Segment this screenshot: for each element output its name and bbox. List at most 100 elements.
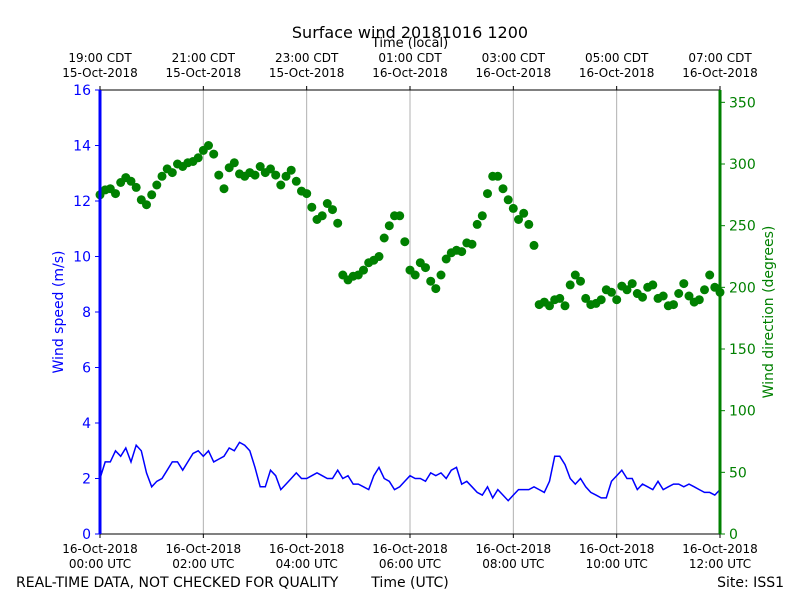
plot-area [95, 141, 725, 502]
direction-point [167, 168, 177, 178]
direction-point [209, 149, 219, 159]
bottom-tick-time: 08:00 UTC [482, 557, 544, 571]
direction-point [674, 289, 684, 298]
direction-point [700, 285, 709, 295]
direction-point [374, 252, 384, 261]
direction-point [560, 301, 570, 311]
y-right-axis-label: Wind direction (degrees) [761, 226, 777, 399]
direction-point [431, 284, 441, 294]
direction-point [193, 153, 203, 163]
y-left-tick-label: 16 [73, 83, 91, 99]
direction-point [359, 265, 368, 275]
direction-point [271, 170, 281, 180]
direction-point [147, 190, 157, 200]
top-tick-time: 23:00 CDT [275, 51, 339, 65]
bottom-axis-label: Time (UTC) [371, 575, 449, 591]
direction-point [302, 189, 312, 199]
direction-point [483, 189, 492, 199]
direction-point [157, 171, 167, 181]
top-tick-date: 16-Oct-2018 [372, 66, 448, 80]
bottom-tick-time: 02:00 UTC [172, 557, 234, 571]
direction-point [307, 202, 317, 212]
direction-point [514, 215, 523, 224]
y-left-axis-label: Wind speed (m/s) [51, 251, 67, 374]
direction-point [255, 162, 265, 171]
direction-point [131, 182, 141, 192]
y-left-tick-label: 6 [82, 361, 91, 377]
direction-point [576, 276, 585, 286]
top-tick-time: 05:00 CDT [585, 51, 649, 65]
top-tick-date: 15-Oct-2018 [269, 66, 345, 80]
y-right-tick-label: 200 [729, 280, 756, 296]
direction-point [545, 301, 554, 311]
direction-point [291, 176, 301, 186]
direction-point [410, 270, 420, 280]
bottom-tick-time: 12:00 UTC [689, 557, 751, 571]
direction-point [111, 189, 120, 199]
top-tick-time: 19:00 CDT [68, 51, 132, 65]
speed-line [99, 441, 721, 502]
direction-point [596, 295, 606, 305]
direction-point [250, 170, 260, 180]
direction-point [395, 211, 405, 221]
top-tick-time: 01:00 CDT [378, 51, 442, 65]
y-right-tick-label: 100 [729, 404, 756, 420]
top-tick-time: 21:00 CDT [172, 51, 236, 65]
direction-point [524, 219, 534, 229]
y-right-tick-label: 50 [729, 465, 747, 481]
direction-point [436, 270, 446, 280]
direction-point [565, 280, 575, 290]
direction-point [441, 254, 451, 264]
direction-point [570, 270, 580, 280]
bottom-tick-time: 06:00 UTC [379, 557, 441, 571]
bottom-tick-date: 16-Oct-2018 [166, 542, 242, 556]
footer-site: Site: ISS1 [717, 575, 784, 591]
y-left-tick-label: 0 [82, 527, 91, 543]
direction-point [426, 276, 436, 286]
bottom-tick-date: 16-Oct-2018 [476, 542, 552, 556]
footer-disclaimer: REAL-TIME DATA, NOT CHECKED FOR QUALITY [16, 575, 339, 591]
direction-point [607, 287, 616, 297]
y-left-tick-label: 10 [73, 250, 91, 266]
direction-point [229, 158, 239, 168]
direction-point [612, 295, 622, 305]
direction-point [705, 270, 715, 280]
y-right-tick-label: 300 [729, 157, 756, 173]
direction-point [684, 291, 694, 301]
bottom-tick-date: 16-Oct-2018 [269, 542, 345, 556]
direction-point [669, 300, 678, 310]
y-left-tick-label: 4 [82, 416, 91, 432]
top-tick-date: 16-Oct-2018 [579, 66, 655, 80]
direction-point [498, 184, 508, 194]
direction-point [322, 199, 332, 208]
direction-point [219, 184, 229, 194]
bottom-tick-date: 16-Oct-2018 [682, 542, 758, 556]
direction-point [276, 180, 286, 190]
direction-point [421, 263, 430, 273]
y-right-tick-label: 350 [729, 95, 756, 111]
direction-point [555, 293, 565, 303]
bottom-tick-date: 16-Oct-2018 [62, 542, 138, 556]
y-left-tick-label: 12 [73, 194, 91, 210]
top-tick-date: 16-Oct-2018 [682, 66, 758, 80]
grid [99, 90, 721, 534]
direction-point [493, 171, 503, 181]
y-right-tick-label: 150 [729, 342, 756, 358]
direction-point [142, 200, 151, 210]
bottom-tick-time: 00:00 UTC [69, 557, 131, 571]
top-tick-date: 15-Oct-2018 [62, 66, 138, 80]
bottom-tick-date: 16-Oct-2018 [372, 542, 448, 556]
direction-point [317, 211, 327, 221]
direction-point [152, 180, 162, 190]
direction-point [214, 170, 224, 180]
direction-point [627, 279, 637, 289]
top-tick-time: 07:00 CDT [688, 51, 752, 65]
bottom-tick-time: 10:00 UTC [586, 557, 648, 571]
direction-point [658, 291, 668, 301]
direction-point [457, 247, 467, 257]
y-left-tick-label: 14 [73, 139, 91, 155]
top-axis-label: Time (local) [371, 36, 448, 51]
y-right-tick-label: 0 [729, 527, 738, 543]
